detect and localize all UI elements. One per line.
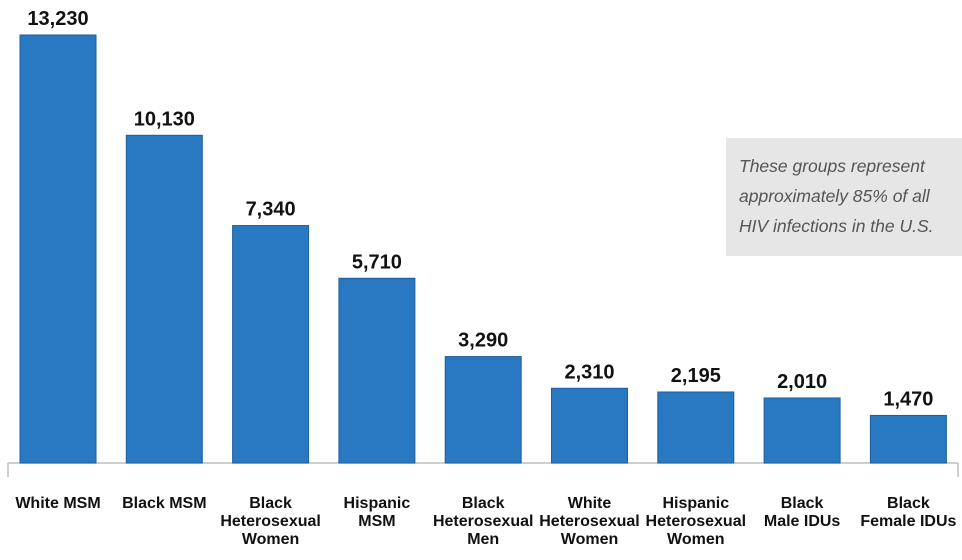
bar bbox=[551, 387, 628, 464]
value-label: 3,290 bbox=[458, 330, 508, 352]
value-label: 7,340 bbox=[246, 199, 296, 221]
category-label: Hispanic Heterosexual Women bbox=[646, 495, 747, 548]
bar bbox=[125, 134, 203, 464]
category-label: Black Heterosexual Women bbox=[220, 495, 321, 548]
category-label: Black MSM bbox=[122, 495, 206, 512]
bar bbox=[19, 34, 97, 464]
value-label: 1,470 bbox=[883, 388, 933, 410]
bar bbox=[338, 277, 416, 464]
bar bbox=[763, 397, 841, 464]
annotation-box: These groups represent approximately 85%… bbox=[726, 138, 962, 256]
category-label: Hispanic MSM bbox=[344, 495, 411, 530]
value-label: 2,010 bbox=[777, 371, 827, 393]
category-label: White MSM bbox=[15, 495, 100, 512]
category-label: Black Female IDUs bbox=[860, 495, 956, 530]
category-label: Black Male IDUs bbox=[764, 495, 841, 530]
bar bbox=[444, 356, 522, 464]
bar bbox=[232, 225, 310, 464]
value-label: 2,195 bbox=[671, 365, 721, 387]
category-label: Black Heterosexual Men bbox=[433, 495, 534, 548]
value-label: 2,310 bbox=[564, 361, 614, 383]
value-label: 13,230 bbox=[27, 8, 88, 30]
value-label: 10,130 bbox=[134, 108, 195, 130]
value-label: 5,710 bbox=[352, 251, 402, 273]
bar bbox=[657, 391, 735, 464]
category-label: White Heterosexual Women bbox=[539, 495, 640, 548]
bar bbox=[869, 414, 947, 464]
